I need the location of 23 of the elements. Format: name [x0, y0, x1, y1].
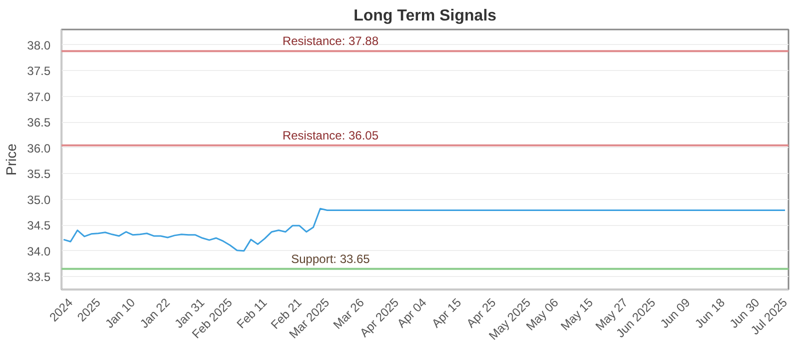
y-tick-label: 35.0 — [27, 192, 51, 207]
y-axis-title: Price — [3, 143, 20, 176]
ref-line-label: Support: 33.65 — [291, 252, 370, 266]
y-tick-label: 38.0 — [27, 38, 51, 52]
y-tick-label: 33.5 — [27, 270, 51, 284]
y-tick-label: 37.5 — [27, 64, 51, 78]
y-tick-label: 34.0 — [27, 244, 51, 258]
y-tick-label: 34.5 — [27, 218, 51, 233]
y-tick-label: 36.0 — [27, 141, 51, 156]
line-series — [62, 208, 786, 252]
x-tick-label: Jun 18 — [692, 295, 728, 331]
chart-title: Long Term Signals — [354, 8, 497, 24]
x-tick-label: Feb 11 — [234, 295, 270, 332]
x-tick-label: Jun 09 — [657, 295, 694, 331]
y-tick-label: 35.5 — [27, 167, 51, 182]
ref-line-label: Resistance: 37.88 — [282, 34, 379, 48]
x-tick-label: Jan 10 — [102, 295, 138, 331]
y-tick-label: 37.0 — [27, 90, 51, 104]
x-tick-label: Jan 22 — [137, 295, 173, 331]
y-tick-label: 36.5 — [27, 116, 51, 130]
x-tick-label: Apr 15 — [429, 295, 464, 330]
x-tick-label: May 15 — [558, 295, 596, 334]
ref-line-label: Resistance: 36.05 — [282, 128, 379, 142]
